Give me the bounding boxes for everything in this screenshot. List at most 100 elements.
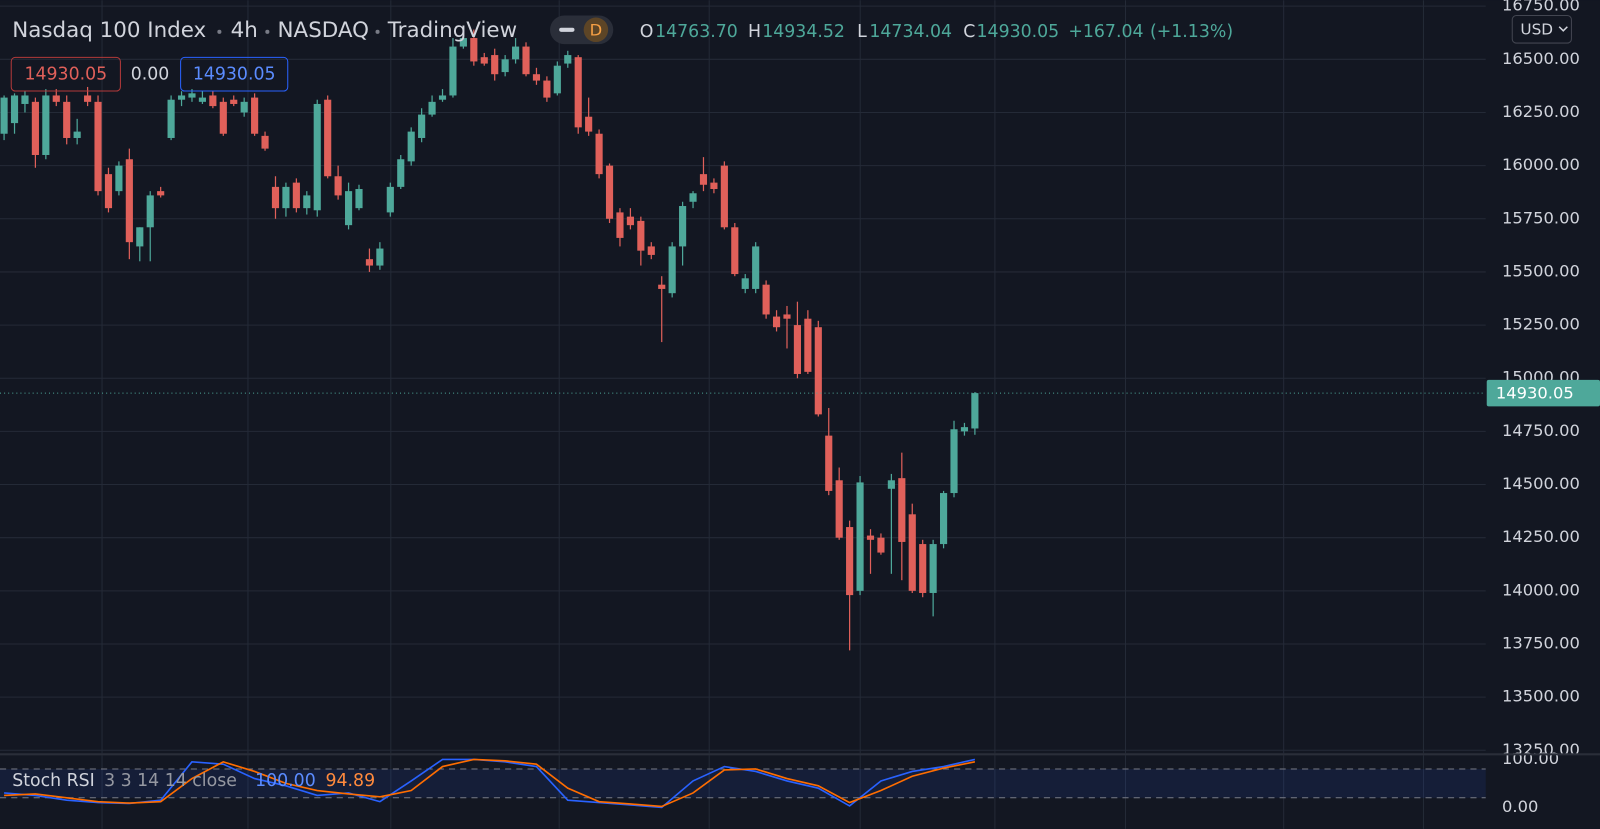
- candle-body: [491, 55, 499, 75]
- legend-key: O: [640, 22, 654, 42]
- candle-body: [626, 216, 634, 226]
- candle-body: [595, 133, 603, 175]
- candle-body: [230, 99, 238, 104]
- candle-body: [960, 427, 969, 432]
- legend-low: 14734.04: [869, 22, 952, 42]
- candle-body: [689, 193, 697, 202]
- legend-key: C: [963, 22, 975, 42]
- badge-value: 0.00: [131, 65, 170, 85]
- y-tick-label: 100.00: [1502, 749, 1559, 768]
- candle-body: [177, 95, 186, 100]
- currency-button[interactable]: USD: [1511, 15, 1572, 44]
- candle-body: [574, 57, 582, 128]
- candle-body: [605, 165, 614, 219]
- last-price-tag: [1486, 379, 1600, 407]
- candle-body: [532, 74, 541, 81]
- candle-body: [585, 116, 593, 132]
- candle-body: [292, 182, 300, 209]
- candle-body: [10, 95, 19, 124]
- candle-body: [125, 159, 133, 243]
- candle-body: [741, 278, 749, 289]
- candle-body: [334, 176, 342, 196]
- symbol-title: Nasdaq 100 Index: [12, 18, 206, 43]
- legend-high: 14934.52: [762, 22, 845, 42]
- candle-body: [699, 174, 708, 185]
- candle-body: [397, 159, 405, 187]
- candle-body: [157, 191, 165, 196]
- y-tick-label: 16750.00: [1502, 0, 1580, 15]
- candle-body: [282, 186, 290, 209]
- indicator-badges: 14930.05 0.00 14930.05: [10, 56, 289, 92]
- badge-value: 14930.05: [24, 65, 107, 85]
- candle-body: [271, 186, 280, 209]
- candle-body: [240, 101, 248, 113]
- y-tick-label: 14000.00: [1502, 580, 1580, 599]
- interval[interactable]: 4h: [231, 18, 258, 43]
- candle-body: [449, 46, 457, 96]
- candle-body: [710, 182, 718, 190]
- candle-body: [772, 316, 781, 328]
- candle-body: [480, 57, 488, 64]
- candle-body: [459, 38, 467, 47]
- candle-body: [376, 248, 384, 266]
- candle-body: [762, 284, 770, 315]
- grid: [0, 0, 1486, 829]
- candle-body: [522, 46, 530, 75]
- y-tick-label: 14250.00: [1502, 527, 1580, 546]
- y-tick-label: 16500.00: [1502, 49, 1580, 68]
- candle-body: [668, 246, 676, 294]
- candle-body: [825, 435, 833, 491]
- candle-body: [31, 101, 39, 155]
- candle-body: [251, 97, 259, 134]
- candle-body: [63, 101, 71, 138]
- candle-body: [418, 114, 426, 138]
- candle-body: [720, 165, 728, 228]
- header: Nasdaq 100 Index 4h NASDAQ TradingView D: [12, 15, 614, 45]
- candle-body: [52, 95, 60, 102]
- candle-body: [752, 246, 760, 289]
- stoch-pane: [0, 758, 1486, 809]
- y-tick-label: 15750.00: [1502, 208, 1580, 227]
- candle-body: [658, 284, 666, 289]
- candle-body: [167, 99, 175, 138]
- candle-body: [0, 97, 8, 134]
- candle-body: [198, 97, 206, 102]
- stoch-line: [4, 758, 976, 808]
- y-tick-label: 13750.00: [1502, 633, 1580, 652]
- legend-change: +167.04: [1068, 22, 1143, 42]
- y-tick-label: 14500.00: [1502, 474, 1580, 493]
- candle-body: [929, 544, 937, 593]
- candle-body: [428, 101, 436, 115]
- y-tick-label: 14750.00: [1502, 421, 1580, 440]
- candle-body: [209, 95, 217, 107]
- candle-body: [898, 478, 906, 542]
- candle-body: [104, 174, 113, 209]
- candle-body: [84, 95, 92, 102]
- candle-body: [866, 535, 875, 540]
- candle-body: [647, 246, 655, 255]
- price-axis: 13250.0013500.0013750.0014000.0014250.00…: [1486, 0, 1600, 816]
- candle-body: [386, 186, 394, 213]
- candle-body: [856, 482, 864, 591]
- candle-body: [344, 191, 353, 226]
- candle-body: [564, 55, 572, 64]
- candle-body: [42, 95, 50, 155]
- candle-body: [115, 165, 123, 192]
- candle-body: [919, 544, 927, 593]
- candle-body: [303, 195, 311, 209]
- candle-body: [136, 227, 144, 247]
- badge-box: [10, 56, 121, 92]
- legend-key: L: [857, 22, 867, 42]
- candle-body: [835, 480, 843, 538]
- legend-change-pct: (+1.13%): [1150, 22, 1233, 42]
- badge-value: 14930.05: [193, 65, 276, 85]
- exchange: NASDAQ: [278, 18, 369, 43]
- candle-body: [407, 131, 415, 162]
- candle-body: [313, 103, 321, 211]
- candle-body: [553, 65, 561, 94]
- currency[interactable]: USD: [1520, 20, 1553, 38]
- candle-body: [355, 189, 363, 209]
- candle-body: [804, 318, 812, 372]
- candle-body: [543, 80, 551, 98]
